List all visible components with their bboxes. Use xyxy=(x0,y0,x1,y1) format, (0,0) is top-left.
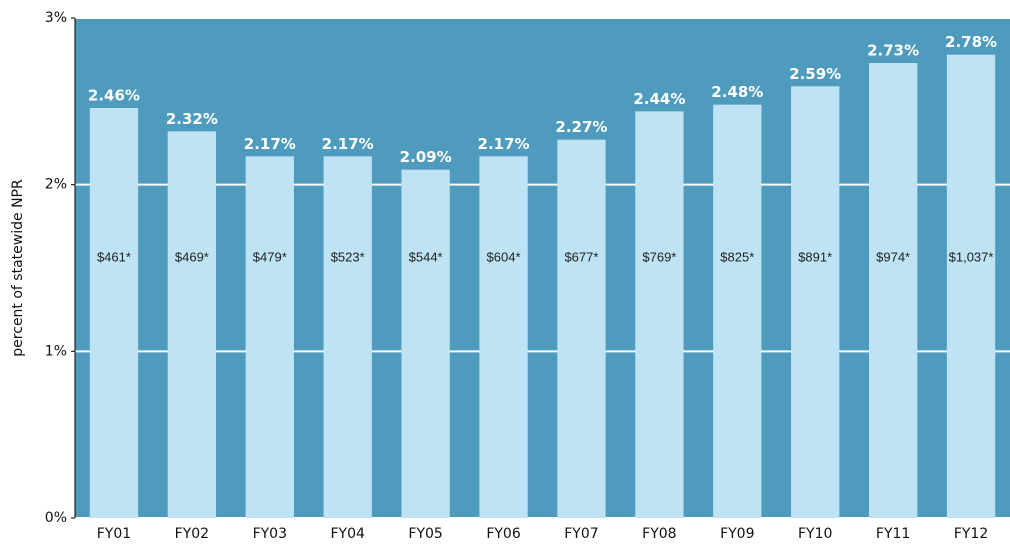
bar xyxy=(868,63,918,518)
amount-label: $677* xyxy=(564,249,598,264)
value-label: 2.27% xyxy=(555,118,607,136)
amount-label: $469* xyxy=(175,249,209,264)
value-label: 2.59% xyxy=(789,65,841,83)
y-tick-label: 1% xyxy=(45,343,67,359)
value-label: 2.46% xyxy=(88,87,140,105)
value-label: 2.73% xyxy=(867,42,919,60)
x-tick-label: FY08 xyxy=(642,526,676,542)
x-tick-label: FY09 xyxy=(720,526,754,542)
value-label: 2.48% xyxy=(711,83,763,101)
x-tick-label: FY04 xyxy=(330,526,365,542)
x-tick-label: FY12 xyxy=(954,526,988,542)
bar xyxy=(167,131,217,519)
value-label: 2.32% xyxy=(166,110,218,128)
x-tick-label: FY02 xyxy=(175,526,209,542)
x-tick-label: FY07 xyxy=(564,526,598,542)
plot-background xyxy=(75,18,1010,518)
x-tick-label: FY06 xyxy=(486,526,521,542)
x-tick-label: FY01 xyxy=(97,526,131,542)
bar xyxy=(557,139,606,518)
bar xyxy=(401,169,450,518)
amount-label: $544* xyxy=(409,249,443,264)
x-tick-label: FY05 xyxy=(408,526,442,542)
amount-label: $523* xyxy=(331,249,365,264)
value-label: 2.17% xyxy=(478,135,530,153)
bar xyxy=(946,54,996,519)
y-tick-label: 2% xyxy=(45,177,67,193)
amount-label: $825* xyxy=(720,249,754,264)
bar xyxy=(89,108,139,518)
value-label: 2.09% xyxy=(400,148,452,166)
y-tick-label: 0% xyxy=(45,510,67,526)
bar xyxy=(635,111,684,518)
x-tick-label: FY03 xyxy=(253,526,287,542)
x-tick-label: FY10 xyxy=(798,526,832,542)
x-tick-label: FY11 xyxy=(876,526,910,542)
bar xyxy=(479,156,528,519)
amount-label: $974* xyxy=(876,249,910,264)
value-label: 2.17% xyxy=(322,135,374,153)
amount-label: $604* xyxy=(487,249,521,264)
value-label: 2.17% xyxy=(244,135,296,153)
amount-label: $1,037* xyxy=(949,249,994,264)
y-axis-label: percent of statewide NPR xyxy=(10,179,26,357)
amount-label: $891* xyxy=(798,249,832,264)
bar xyxy=(245,156,294,519)
amount-label: $769* xyxy=(642,249,676,264)
value-label: 2.78% xyxy=(945,33,997,51)
bar xyxy=(323,156,372,519)
amount-label: $479* xyxy=(253,249,287,264)
bar xyxy=(791,86,840,518)
bar xyxy=(713,104,762,519)
amount-label: $461* xyxy=(97,249,131,264)
value-label: 2.44% xyxy=(633,90,685,108)
y-tick-label: 3% xyxy=(45,10,67,26)
